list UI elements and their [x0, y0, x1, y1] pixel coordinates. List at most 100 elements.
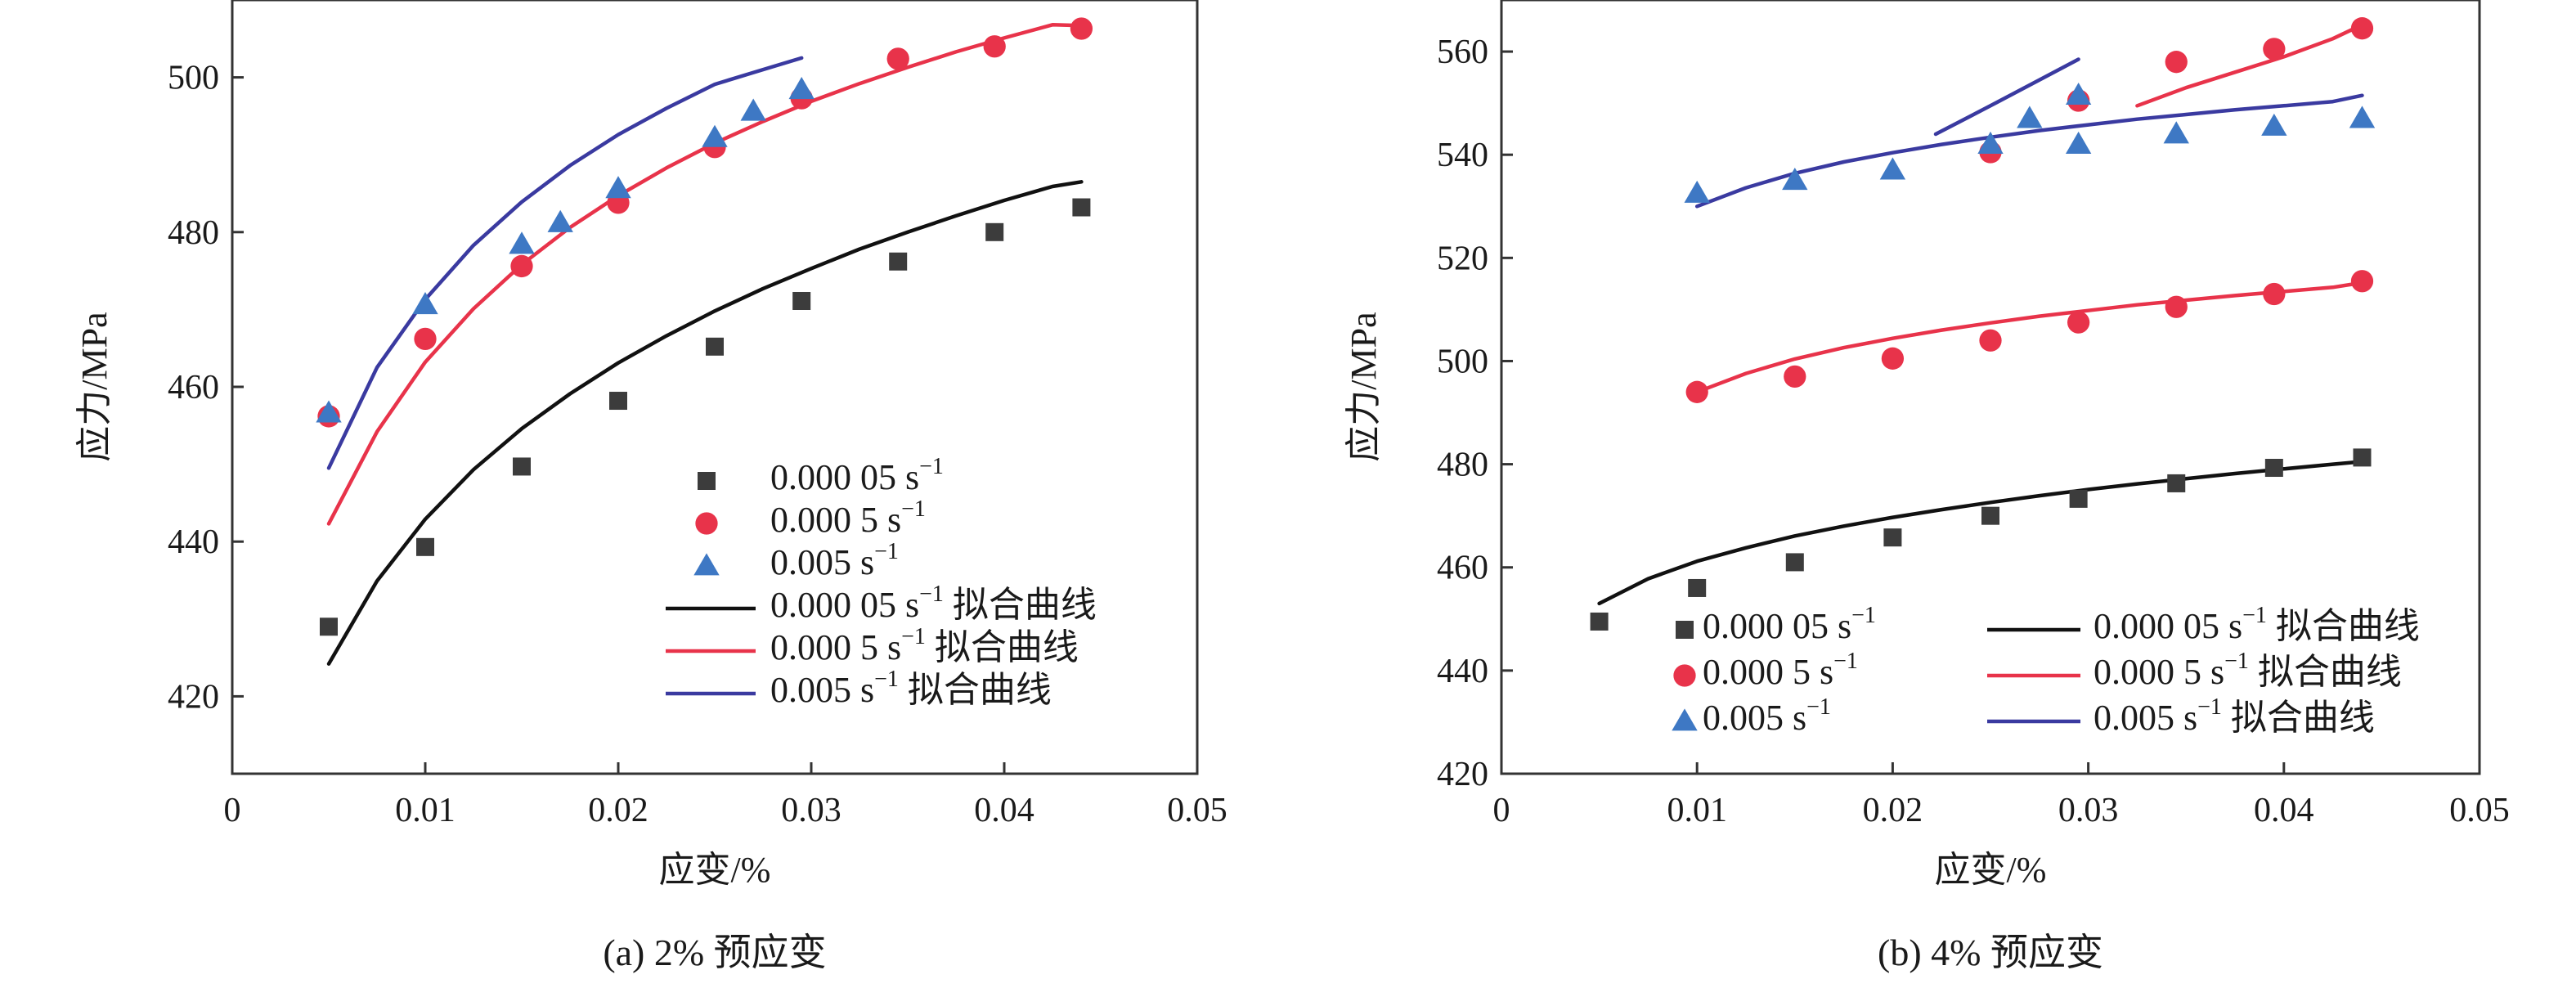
data-point-circle: [2350, 270, 2374, 293]
data-point-triangle: [788, 77, 815, 100]
data-point-square: [2264, 459, 2283, 478]
fit-curve-3: [1933, 57, 2080, 137]
data-point-circle: [1979, 329, 2002, 352]
y-axis-title: 应力/MPa: [1344, 312, 1384, 461]
data-point-triangle: [1879, 157, 1906, 180]
fit-curve-4: [2135, 23, 2364, 108]
y-tick-label: 420: [1437, 756, 1488, 793]
legend-label-series-2: 0.005 s−1: [1703, 694, 1831, 738]
data-point-circle: [1784, 365, 1806, 388]
chart-panel-a: 0 0.01 0.02 0.03 0.04 0.05 420 440 460 480 500 应变/%…: [74, 0, 1227, 973]
fit-curve-0: [326, 180, 1084, 666]
data-point-square: [320, 618, 338, 636]
data-point-triangle: [316, 400, 342, 423]
y-tick-label: 460: [1437, 550, 1488, 587]
panel-caption: (b) 4% 预应变: [1878, 932, 2103, 973]
y-tick-label: 500: [1437, 343, 1488, 380]
data-point-triangle: [605, 176, 631, 199]
y-tick-label: 520: [1437, 240, 1488, 277]
legend-label-series-1: 0.000 5 s−1: [770, 496, 926, 540]
data-point-circle: [510, 254, 533, 278]
data-point-circle: [2263, 282, 2286, 306]
legend-label-series-1: 0.000 5 s−1: [1703, 649, 1858, 692]
y-tick-label: 440: [168, 523, 219, 561]
y-tick-label: 540: [1437, 137, 1488, 174]
legend: 0.000 05 s−10.000 5 s−10.005 s−10.000 05…: [666, 454, 1097, 710]
data-point-square: [2353, 448, 2372, 467]
legend-label-fit-1: 0.000 5 s−1 拟合曲线: [770, 624, 1079, 667]
data-point-circle: [414, 327, 437, 350]
data-point-triangle: [2261, 113, 2287, 136]
legend-label-series-0: 0.000 05 s−1: [1703, 603, 1876, 646]
data-point-square: [1688, 578, 1707, 597]
data-point-square: [609, 392, 627, 411]
x-tick-label: 0: [1493, 792, 1510, 829]
legend-marker-circle: [695, 512, 718, 535]
data-point-triangle: [1977, 131, 2004, 154]
y-tick-label: 420: [168, 678, 219, 716]
legend-marker-triangle: [1672, 708, 1698, 731]
legend-label-fit-1: 0.000 5 s−1 拟合曲线: [2094, 649, 2402, 692]
data-point-square: [2069, 489, 2088, 508]
y-tick-label: 440: [1437, 653, 1488, 690]
data-point-circle: [2165, 295, 2188, 318]
legend-label-fit-0: 0.000 05 s−1 拟合曲线: [2094, 603, 2420, 646]
data-point-circle: [1685, 380, 1708, 403]
data-point-triangle: [2349, 106, 2376, 128]
data-point-square: [1072, 198, 1091, 217]
y-axis-title: 应力/MPa: [74, 312, 114, 461]
legend-label-series-0: 0.000 05 s−1: [770, 454, 944, 497]
fit-curve-2: [326, 56, 804, 470]
data-point-triangle: [1684, 180, 1710, 203]
data-point-circle: [983, 35, 1006, 58]
legend-label-series-2: 0.005 s−1: [770, 539, 899, 582]
data-point-circle: [1881, 347, 1905, 370]
x-tick-label: 0.04: [974, 792, 1034, 829]
data-point-circle: [886, 47, 909, 70]
x-tick-label: 0: [224, 792, 241, 829]
data-point-square: [706, 337, 724, 356]
legend: 0.000 05 s−10.000 5 s−10.005 s−1 0.000 05…: [1672, 603, 2420, 738]
chart-panel-b: 0 0.01 0.02 0.03 0.04 0.05 420 440 460 480 500 520 5…: [1344, 0, 2510, 973]
fit-curve-1: [326, 23, 1084, 526]
x-axis-title: 应变/%: [1935, 850, 2047, 890]
data-point-triangle: [740, 98, 766, 121]
legend-marker-square: [1676, 621, 1694, 639]
data-point-triangle: [412, 292, 438, 315]
data-point-circle: [2263, 38, 2286, 61]
data-point-triangle: [2065, 131, 2092, 154]
y-tick-label: 500: [168, 60, 219, 97]
data-point-square: [889, 252, 908, 271]
fit-curve-0: [1597, 460, 2364, 606]
data-point-square: [2167, 474, 2186, 492]
legend-label-fit-2: 0.005 s−1 拟合曲线: [770, 667, 1052, 710]
data-point-circle: [2350, 17, 2374, 40]
plot-frame: [1500, 0, 2481, 775]
data-point-square: [1883, 528, 1902, 547]
x-axis-title: 应变/%: [659, 850, 771, 890]
y-tick-label: 480: [168, 214, 219, 252]
data-point-triangle: [2017, 106, 2043, 128]
data-point-square: [1590, 612, 1609, 631]
data-point-triangle: [702, 124, 728, 147]
x-tick-label: 0.03: [2058, 792, 2119, 829]
data-point-triangle: [547, 209, 573, 232]
panel-caption: (a) 2% 预应变: [603, 932, 826, 973]
data-point-circle: [1070, 17, 1093, 40]
x-tick-label: 0.05: [1167, 792, 1227, 829]
fit-curve-2: [1694, 93, 2364, 209]
data-point-square: [416, 537, 434, 556]
y-tick-label: 480: [1437, 447, 1488, 484]
x-tick-label: 0.04: [2254, 792, 2314, 829]
y-tick-label: 560: [1437, 34, 1488, 71]
data-point-square: [513, 457, 531, 476]
data-point-triangle: [2065, 82, 2092, 106]
x-tick-label: 0.05: [2449, 792, 2510, 829]
x-tick-label: 0.02: [1863, 792, 1923, 829]
data-point-square: [1981, 506, 1999, 525]
data-point-square: [985, 222, 1004, 241]
legend-marker-circle: [1673, 664, 1696, 687]
data-point-square: [792, 291, 811, 310]
data-point-triangle: [509, 231, 535, 254]
